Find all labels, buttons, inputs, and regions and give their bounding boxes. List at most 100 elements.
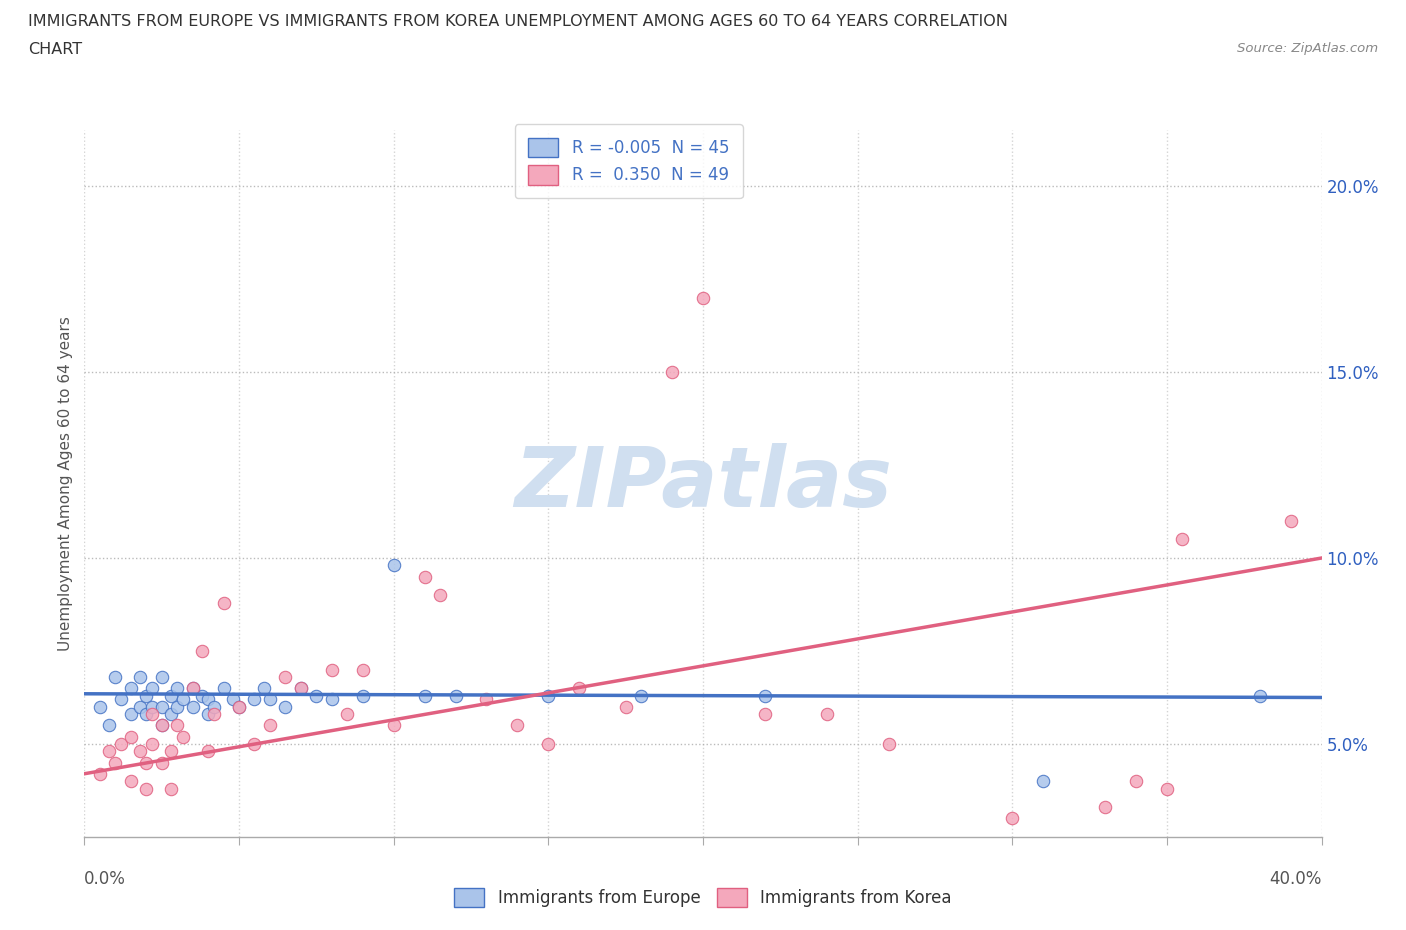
Point — [160, 744, 183, 759]
Point — [259, 692, 281, 707]
Point — [537, 688, 560, 703]
Point — [253, 681, 276, 696]
Point — [212, 681, 235, 696]
Point — [444, 688, 467, 703]
Point — [166, 681, 188, 696]
Point — [166, 699, 188, 714]
Point — [630, 688, 652, 703]
Point — [197, 744, 219, 759]
Point — [754, 707, 776, 722]
Point — [692, 290, 714, 305]
Point — [1001, 811, 1024, 826]
Point — [150, 755, 173, 770]
Point — [1094, 800, 1116, 815]
Point — [89, 699, 111, 714]
Point — [181, 699, 204, 714]
Point — [120, 729, 142, 744]
Point — [382, 558, 405, 573]
Point — [1279, 513, 1302, 528]
Point — [141, 681, 163, 696]
Point — [129, 670, 152, 684]
Point — [150, 718, 173, 733]
Point — [1125, 774, 1147, 789]
Point — [212, 595, 235, 610]
Point — [141, 707, 163, 722]
Point — [243, 692, 266, 707]
Text: CHART: CHART — [28, 42, 82, 57]
Point — [290, 681, 312, 696]
Point — [181, 681, 204, 696]
Point — [506, 718, 529, 733]
Point — [160, 707, 183, 722]
Point — [274, 699, 297, 714]
Point — [104, 670, 127, 684]
Text: ZIPatlas: ZIPatlas — [515, 443, 891, 525]
Point — [191, 644, 214, 658]
Point — [197, 692, 219, 707]
Point — [129, 744, 152, 759]
Point — [150, 670, 173, 684]
Point — [120, 707, 142, 722]
Point — [305, 688, 328, 703]
Point — [243, 737, 266, 751]
Point — [202, 699, 225, 714]
Point — [135, 781, 157, 796]
Text: 0.0%: 0.0% — [84, 870, 127, 887]
Point — [336, 707, 359, 722]
Point — [166, 718, 188, 733]
Point — [228, 699, 250, 714]
Point — [98, 744, 121, 759]
Point — [228, 699, 250, 714]
Point — [815, 707, 838, 722]
Point — [352, 688, 374, 703]
Point — [141, 737, 163, 751]
Point — [197, 707, 219, 722]
Point — [537, 737, 560, 751]
Point — [150, 718, 173, 733]
Point — [259, 718, 281, 733]
Point — [413, 569, 436, 584]
Point — [110, 737, 132, 751]
Point — [160, 781, 183, 796]
Point — [754, 688, 776, 703]
Text: 40.0%: 40.0% — [1270, 870, 1322, 887]
Point — [290, 681, 312, 696]
Point — [150, 699, 173, 714]
Text: Source: ZipAtlas.com: Source: ZipAtlas.com — [1237, 42, 1378, 55]
Point — [475, 692, 498, 707]
Point — [120, 774, 142, 789]
Point — [135, 755, 157, 770]
Point — [429, 588, 451, 603]
Point — [129, 699, 152, 714]
Point — [98, 718, 121, 733]
Point — [1171, 532, 1194, 547]
Point — [1249, 688, 1271, 703]
Point — [382, 718, 405, 733]
Point — [141, 699, 163, 714]
Point — [568, 681, 591, 696]
Point — [877, 737, 900, 751]
Point — [172, 692, 194, 707]
Point — [614, 699, 637, 714]
Y-axis label: Unemployment Among Ages 60 to 64 years: Unemployment Among Ages 60 to 64 years — [58, 316, 73, 651]
Point — [172, 729, 194, 744]
Point — [89, 766, 111, 781]
Point — [104, 755, 127, 770]
Text: IMMIGRANTS FROM EUROPE VS IMMIGRANTS FROM KOREA UNEMPLOYMENT AMONG AGES 60 TO 64: IMMIGRANTS FROM EUROPE VS IMMIGRANTS FRO… — [28, 14, 1008, 29]
Point — [222, 692, 245, 707]
Point — [135, 707, 157, 722]
Point — [110, 692, 132, 707]
Point — [135, 688, 157, 703]
Point — [352, 662, 374, 677]
Point — [321, 692, 343, 707]
Point — [181, 681, 204, 696]
Point — [120, 681, 142, 696]
Point — [191, 688, 214, 703]
Point — [160, 688, 183, 703]
Point — [1032, 774, 1054, 789]
Point — [661, 365, 683, 379]
Point — [1156, 781, 1178, 796]
Point — [321, 662, 343, 677]
Point — [274, 670, 297, 684]
Point — [413, 688, 436, 703]
